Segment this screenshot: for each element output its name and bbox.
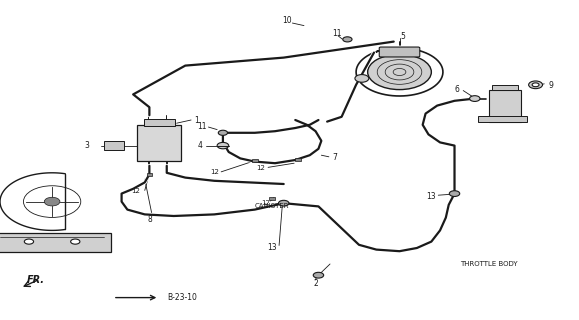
Text: CANISTER: CANISTER [255,204,290,209]
Text: 4: 4 [197,141,202,150]
Circle shape [218,130,228,135]
Bar [144,119,175,126]
Circle shape [355,75,369,82]
Circle shape [343,37,352,42]
FancyBboxPatch shape [379,47,420,57]
Text: 9: 9 [549,81,554,90]
Circle shape [44,197,60,206]
Bar [489,90,521,122]
Text: 12: 12 [256,165,265,171]
Text: 3: 3 [85,141,89,150]
Text: 12: 12 [210,169,219,175]
Text: 8: 8 [147,215,152,224]
Bar [104,141,124,150]
Text: 1: 1 [195,116,199,124]
FancyBboxPatch shape [137,125,181,161]
Text: 11: 11 [332,29,342,38]
Text: 13: 13 [427,192,436,201]
Text: 12: 12 [261,200,270,206]
Text: 10: 10 [282,16,291,25]
FancyBboxPatch shape [0,233,111,252]
Text: 2: 2 [313,279,318,288]
Circle shape [532,83,539,87]
Circle shape [470,96,480,101]
Text: 12: 12 [131,188,141,194]
Circle shape [368,54,431,90]
Bar [492,85,518,90]
Circle shape [217,142,229,149]
Bar [269,197,275,200]
Circle shape [71,239,80,244]
Text: 11: 11 [197,122,206,131]
Circle shape [24,239,34,244]
Circle shape [313,272,324,278]
Circle shape [449,191,460,196]
Text: B-23-10: B-23-10 [167,293,197,302]
Bar [478,116,527,122]
Text: 6: 6 [455,85,460,94]
Text: FR.: FR. [27,275,45,285]
Text: 5: 5 [400,32,405,41]
Bar [295,157,301,161]
Circle shape [529,81,543,89]
Text: 7: 7 [332,153,337,162]
Text: THROTTLE BODY: THROTTLE BODY [460,261,518,267]
Bar [252,159,258,163]
Circle shape [278,200,289,206]
Text: 13: 13 [267,243,277,252]
Bar [146,173,152,176]
